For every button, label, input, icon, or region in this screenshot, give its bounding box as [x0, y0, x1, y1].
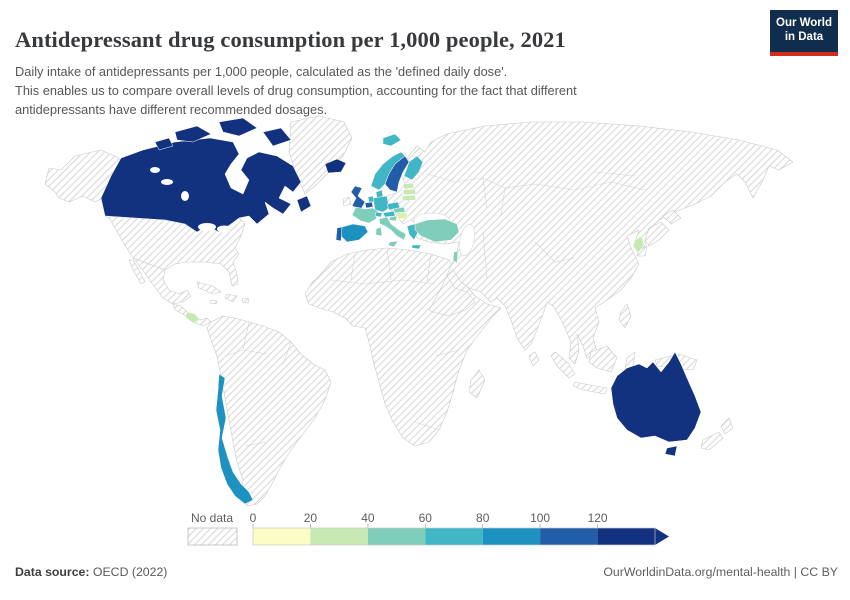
country-latvia[interactable]	[402, 188, 417, 196]
landmass-eurasia	[384, 121, 794, 365]
landmass-japan-honshu	[644, 221, 670, 247]
country-lithuania[interactable]	[401, 194, 417, 202]
country-australia[interactable]	[610, 351, 702, 443]
landmass-madagascar	[468, 369, 486, 399]
landmass-south-america	[206, 315, 332, 507]
internal-borders-asia	[426, 171, 646, 279]
landmass-mexico	[132, 257, 192, 305]
country-svalbard[interactable]	[382, 133, 402, 147]
internal-borders-africa	[330, 249, 460, 431]
landmass-ireland	[342, 196, 352, 207]
country-canada-arctic-island-3[interactable]	[262, 127, 292, 147]
landmass-java	[572, 381, 608, 395]
country-spain[interactable]	[340, 223, 369, 243]
legend-bin-60-80[interactable]	[425, 528, 483, 545]
country-france[interactable]	[351, 206, 379, 224]
country-costa-rica[interactable]	[184, 311, 201, 324]
legend-bin-120-plus[interactable]	[597, 528, 669, 545]
legend-no-data-swatch[interactable]	[187, 527, 238, 546]
country-greece-crete[interactable]	[411, 244, 422, 250]
legend-tick-0: 0	[250, 511, 257, 525]
landmass-japan-hokkaido	[662, 209, 682, 225]
legend-tick-60: 60	[419, 511, 433, 525]
data-source-value: OECD (2022)	[89, 565, 168, 579]
internal-borders-south-america	[224, 321, 292, 447]
chart-footer: Data source: OECD (2022) OurWorldinData.…	[15, 565, 838, 579]
landmass-sumatra	[550, 351, 576, 379]
subtitle-line-2: This enables us to compare overall level…	[15, 83, 577, 99]
legend-tick-40: 40	[361, 511, 375, 525]
lake-winnipeg	[181, 191, 189, 201]
legend-bin-0-20[interactable]	[253, 528, 311, 545]
data-source: Data source: OECD (2022)	[15, 565, 167, 579]
country-australia-tasmania[interactable]	[664, 445, 678, 457]
country-germany[interactable]	[372, 195, 390, 213]
landmass-baja	[128, 259, 146, 285]
data-source-label: Data source:	[15, 565, 90, 579]
caspian-sea	[459, 224, 475, 256]
owid-logo: Our World in Data	[770, 10, 838, 56]
country-belgium[interactable]	[364, 201, 374, 209]
page-title: Antidepressant drug consumption per 1,00…	[15, 27, 566, 53]
country-israel[interactable]	[452, 250, 459, 264]
country-canada-newfoundland[interactable]	[296, 195, 312, 213]
country-portugal[interactable]	[335, 226, 343, 242]
country-slovenia[interactable]	[388, 215, 398, 222]
landmass-jamaica	[209, 299, 218, 305]
country-chile[interactable]	[215, 373, 254, 505]
country-sweden[interactable]	[384, 155, 410, 193]
legend-tick-120: 120	[588, 511, 608, 525]
country-austria[interactable]	[382, 210, 396, 218]
attribution-link[interactable]: OurWorldinData.org/mental-health | CC BY	[603, 565, 838, 579]
subtitle-line-1: Daily intake of antidepressants per 1,00…	[15, 64, 508, 79]
owid-logo-line2: in Data	[784, 31, 824, 44]
country-canada-arctic-island-1[interactable]	[174, 125, 212, 143]
legend-bin-80-100[interactable]	[482, 528, 541, 545]
landmass-puerto-rico	[241, 297, 250, 304]
legend-tick-20: 20	[304, 511, 318, 525]
landmass-new-zealand-south	[700, 431, 724, 451]
chart-subtitle: Daily intake of antidepressants per 1,00…	[15, 62, 715, 120]
subtitle-line-3: antidepressants have different recommend…	[15, 102, 328, 118]
legend-bar-border	[252, 527, 656, 546]
world-map[interactable]	[35, 112, 815, 507]
landmass-japan-kyushu	[636, 245, 648, 257]
lake-great-bear	[150, 167, 160, 173]
country-finland[interactable]	[403, 155, 424, 181]
country-canada-arctic-island-2[interactable]	[218, 117, 258, 137]
country-hungary[interactable]	[395, 211, 409, 220]
country-south-korea[interactable]	[632, 235, 645, 254]
lake-great-slave	[161, 179, 173, 185]
landmass-borneo	[588, 345, 618, 373]
great-lakes-east	[217, 225, 231, 233]
country-italy-sicily[interactable]	[387, 240, 399, 248]
landmass-sri-lanka	[528, 351, 540, 367]
country-turkey[interactable]	[414, 218, 460, 243]
country-italy[interactable]	[378, 216, 407, 241]
legend-no-data-label: No data	[191, 511, 233, 525]
country-netherlands[interactable]	[367, 195, 375, 203]
legend-bin-40-60[interactable]	[367, 528, 426, 545]
landmass-hispaniola	[224, 293, 238, 303]
landmass-philippines	[618, 303, 632, 329]
owid-logo-line1: Our World	[776, 17, 833, 29]
country-united-kingdom[interactable]	[350, 185, 366, 210]
legend-bin-100-120[interactable]	[540, 528, 598, 545]
country-italy-sardinia[interactable]	[375, 226, 383, 237]
country-canada-island-west[interactable]	[154, 137, 174, 151]
landmass-cuba	[196, 281, 222, 295]
legend-tick-100: 100	[530, 511, 550, 525]
country-canada[interactable]	[100, 137, 302, 233]
legend-bin-20-40[interactable]	[310, 528, 368, 545]
country-switzerland[interactable]	[374, 211, 383, 218]
great-lakes-west	[198, 223, 216, 231]
landmass-new-zealand-north	[720, 417, 734, 435]
legend-tick-80: 80	[476, 511, 490, 525]
country-estonia[interactable]	[402, 182, 415, 190]
map-legend[interactable]: No data 0 20 40 60 80 100 120	[180, 506, 680, 552]
landmass-central-america	[172, 303, 212, 327]
country-iceland[interactable]	[324, 158, 347, 174]
